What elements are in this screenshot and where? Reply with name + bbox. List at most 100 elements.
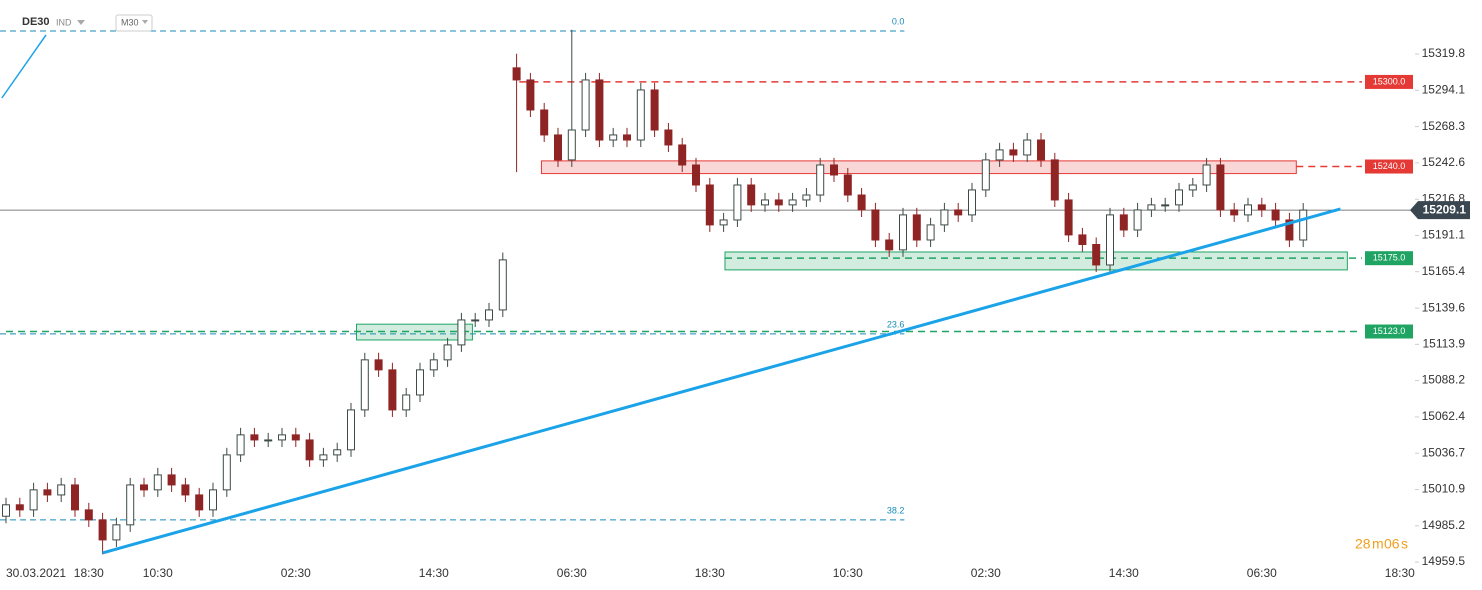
candle-body [485, 309, 493, 321]
zone [540, 160, 1297, 175]
x-tick-label: 06:30 [1247, 566, 1277, 580]
y-tick-label: 14959.5 [1422, 554, 1466, 568]
candle-body [250, 434, 259, 441]
candle-body [1119, 214, 1128, 231]
current-price-marker [1410, 201, 1470, 220]
x-tick-label: 14:30 [419, 566, 449, 580]
dropdown-icon[interactable] [77, 20, 85, 25]
market: IND [56, 17, 72, 27]
candle-body [1271, 209, 1280, 221]
candle-body [899, 214, 907, 251]
timer-unit: s [1401, 536, 1408, 552]
candle-body [581, 79, 590, 131]
trendline [1, 34, 47, 99]
x-tick-label: 06:30 [557, 566, 587, 580]
candle-body [347, 409, 355, 451]
candle-body [981, 159, 990, 191]
x-tick-label: 10:30 [143, 566, 173, 580]
candle-body [512, 67, 521, 81]
candle-body [29, 489, 38, 511]
y-tick-label: 15319.8 [1422, 46, 1466, 60]
candle-body [1147, 204, 1156, 211]
candle-body [291, 434, 300, 441]
candle-body [112, 524, 121, 541]
level-label: 15175.0 [1373, 253, 1406, 263]
candle-body [540, 109, 549, 136]
candle-body [623, 134, 631, 141]
candle-body [567, 129, 576, 161]
x-tick-label: 02:30 [971, 566, 1001, 580]
candle-body [719, 219, 728, 226]
candle-body [1023, 139, 1032, 156]
trendline [102, 207, 1341, 555]
y-tick-label: 15088.2 [1422, 373, 1466, 387]
candle-body [995, 149, 1004, 161]
x-tick-label: 30.03.2021 [6, 566, 66, 580]
candle-body [333, 449, 342, 456]
y-tick-label: 14985.2 [1422, 518, 1466, 532]
candle-body [650, 89, 659, 131]
candle-body [1285, 219, 1294, 241]
candle-body [443, 344, 452, 361]
candle-body [195, 494, 204, 511]
candle-body [788, 199, 797, 206]
candle-body [222, 454, 231, 491]
candle-body [1216, 164, 1225, 211]
candle-body [1175, 189, 1183, 206]
candle-body [360, 359, 369, 411]
interval-button[interactable] [115, 14, 153, 32]
candle-body [761, 199, 769, 206]
candle-body [678, 144, 687, 166]
y-tick-label: 15242.6 [1422, 155, 1466, 169]
candle-body [374, 359, 383, 371]
y-tick-label: 15191.1 [1422, 228, 1466, 242]
candle-body [264, 439, 273, 442]
candle-body [71, 484, 79, 511]
candle-body [926, 224, 935, 241]
y-tick-label: 15036.7 [1422, 445, 1466, 459]
candle-body [595, 79, 604, 141]
candle-body [1078, 234, 1087, 246]
candle-body [1050, 159, 1059, 201]
candle-body [1244, 204, 1252, 216]
timer-minutes: 28 [1355, 536, 1371, 552]
x-tick-label: 18:30 [74, 566, 104, 580]
timer-seconds: 06 [1384, 536, 1400, 552]
fib-label: 0.0 [892, 16, 905, 26]
candle-body [388, 369, 397, 411]
current-price-label: 15209.1 [1423, 202, 1467, 216]
candle-body [664, 129, 673, 146]
candle-body [554, 134, 562, 161]
candle-body [43, 489, 52, 496]
candle-body [1202, 164, 1211, 186]
level-label-box [1365, 159, 1413, 174]
candle-body [1257, 204, 1266, 211]
candle-body [1161, 204, 1170, 207]
candle-body [1037, 139, 1045, 161]
candle-body [526, 79, 535, 111]
candle-body [733, 184, 742, 221]
candle-body [636, 89, 645, 141]
candle-body [471, 319, 480, 322]
candle-body [98, 519, 107, 541]
candle-body [1133, 209, 1142, 231]
x-tick-label: 18:30 [1385, 566, 1415, 580]
candle-body [319, 454, 328, 461]
candle-body [278, 434, 286, 441]
candle-body [1188, 184, 1197, 191]
candle-body [305, 439, 314, 461]
level-label-box [1365, 324, 1413, 339]
y-tick-label: 15268.3 [1422, 119, 1466, 133]
x-tick-label: 02:30 [281, 566, 311, 580]
candle-body [774, 199, 783, 206]
candle-body [802, 194, 811, 201]
candle-body [830, 164, 838, 176]
candle-body [609, 134, 618, 141]
candle-body [15, 504, 24, 511]
candle-body [705, 184, 714, 226]
y-tick-label: 15165.4 [1422, 264, 1466, 278]
level-label: 15240.0 [1373, 161, 1406, 171]
candle-body [153, 474, 162, 491]
candle-body [1064, 199, 1073, 236]
